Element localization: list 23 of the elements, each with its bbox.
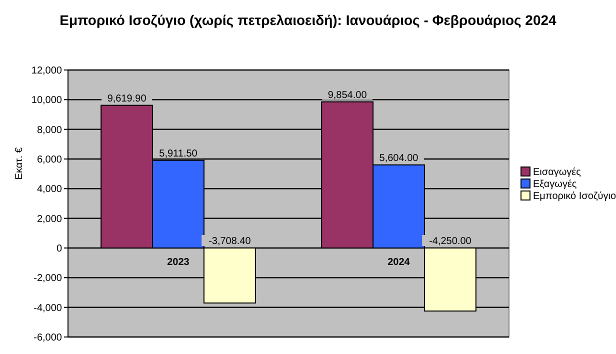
legend-label: Εμπορικό Ισοζύγιο (533, 191, 616, 202)
y-tick-label: 4,000 (36, 184, 62, 196)
x-tick-label: 2023 (167, 257, 190, 268)
data-label: 5,911.50 (159, 148, 198, 160)
y-tick-label: 0 (56, 244, 62, 254)
legend-label: Εξαγωγές (533, 179, 577, 190)
y-tick-label: -2,000 (34, 273, 62, 284)
data-label: 9,619.90 (107, 93, 147, 104)
chart-title: Εμπορικό Ισοζύγιο (χωρίς πετρελαιοειδή): Ιανουάριος - Φεβρουάριος 2024 (60, 12, 557, 28)
data-label: 5,604.00 (379, 152, 419, 164)
data-label: -4,250.00 (429, 236, 472, 247)
y-tick-label: 12,000 (31, 66, 62, 76)
data-label: 9,854.00 (328, 90, 368, 101)
data-label: -3,708.40 (208, 236, 252, 247)
y-tick-label: 6,000 (36, 154, 62, 166)
y-tick-label: 8,000 (36, 124, 62, 136)
legend-label: Εισαγωγές (533, 167, 582, 178)
y-tick-label: -4,000 (34, 302, 62, 314)
x-tick-label: 2024 (388, 257, 410, 268)
y-axis-title: Εκατ. € (14, 146, 25, 180)
y-tick-label: -6,000 (34, 332, 62, 344)
y-tick-label: 2,000 (36, 214, 62, 225)
y-tick-label: 10,000 (31, 95, 62, 106)
